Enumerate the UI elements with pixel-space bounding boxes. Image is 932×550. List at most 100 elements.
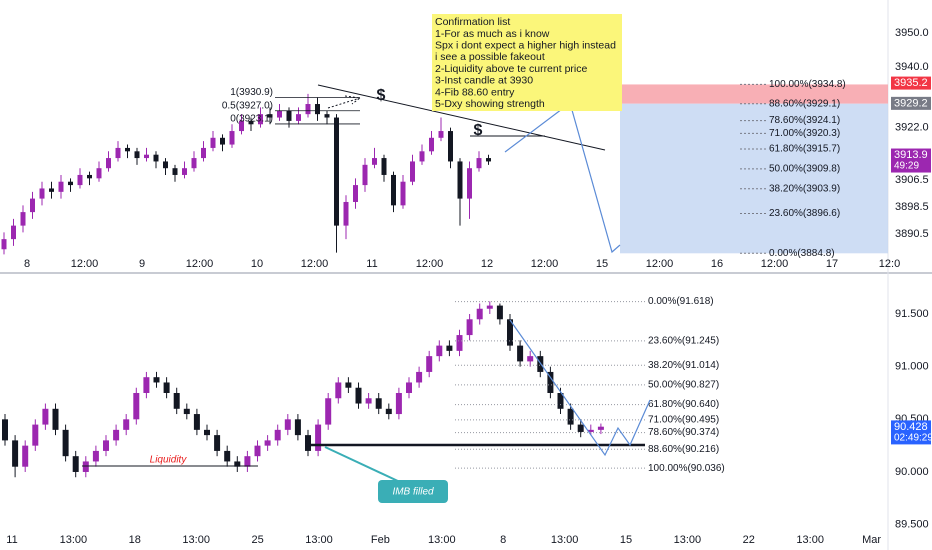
x-tick-label: 22	[743, 534, 755, 546]
x-tick-label: 13:00	[305, 534, 333, 546]
candle-body	[39, 188, 45, 199]
candle-body	[72, 456, 79, 472]
fib-label: 71.00%(3920.3)	[769, 128, 840, 139]
candle-body	[467, 168, 472, 199]
candle-body	[476, 308, 483, 320]
stop-zone	[620, 84, 888, 104]
candle-body	[557, 392, 564, 409]
candle-body	[183, 408, 190, 415]
price-tag	[891, 148, 931, 173]
candle-body	[239, 120, 244, 132]
candle-body	[193, 414, 200, 430]
candle-body	[325, 398, 332, 425]
y-tick-label: 3922.0	[895, 122, 929, 134]
candle-body	[375, 398, 382, 409]
candle-body	[30, 198, 35, 213]
candle-body	[315, 424, 322, 451]
candle-body	[214, 435, 221, 451]
candle-body	[335, 382, 342, 399]
candle-body	[436, 345, 443, 357]
note-line: Spx i dont expect a higher high instead	[435, 39, 616, 51]
note-title: Confirmation list	[435, 16, 510, 28]
note-line: 1-For as much as i know	[435, 28, 550, 40]
candle-body	[133, 392, 140, 420]
candle-body	[507, 319, 513, 346]
x-tick-label: 17	[826, 258, 838, 270]
candle-body	[446, 345, 453, 351]
candle-body	[476, 158, 482, 169]
note-line: 5-Dxy showing strength	[435, 98, 545, 110]
candle-body	[224, 450, 231, 462]
fib-label: 88.60%(3929.1)	[769, 98, 840, 109]
x-tick-label: 15	[596, 258, 608, 270]
y-tick-label: 3898.5	[895, 201, 929, 213]
candle-body	[416, 371, 423, 383]
candle-body	[49, 188, 54, 192]
candle-body	[201, 147, 206, 159]
countdown: 02:49:29	[894, 433, 932, 444]
fib-label: 38.20%(3903.9)	[769, 183, 840, 194]
candle-body	[406, 382, 412, 393]
candle-body	[229, 131, 235, 145]
candle-body	[264, 440, 271, 446]
target-zone	[620, 103, 888, 254]
y-tick-label: 3950.0	[895, 27, 929, 39]
candle-body	[577, 424, 584, 432]
candle-body	[362, 164, 368, 186]
candle-body	[254, 445, 261, 457]
candle-body	[113, 429, 120, 441]
x-tick-label: Mar	[862, 534, 881, 546]
x-tick-label: 11	[366, 258, 377, 270]
candle-body	[234, 461, 241, 467]
note-line: 2-Liquidity above te current price	[435, 63, 587, 75]
x-tick-label: 13:00	[60, 534, 88, 546]
countdown: 49:29	[894, 161, 919, 172]
candle-body	[58, 181, 64, 192]
y-tick-label: 91.000	[895, 361, 929, 373]
candle-body	[143, 377, 150, 393]
fib-label: 100.00%(90.036)	[648, 463, 725, 474]
candle-body	[294, 419, 301, 436]
candle-body	[365, 398, 372, 404]
candle-body	[77, 174, 83, 186]
candle-body	[267, 114, 273, 118]
y-tick-label: 3906.5	[895, 174, 929, 186]
x-tick-label: 12:00	[71, 258, 99, 270]
x-tick-label: 12:00	[301, 258, 329, 270]
price-tag-label: 3913.9	[894, 149, 928, 161]
candle-body	[305, 104, 311, 115]
candle-body	[153, 154, 159, 162]
fib-label: 78.60%(3924.1)	[769, 115, 840, 126]
x-tick-label: 13:00	[428, 534, 456, 546]
small-fib-label: 1(3930.9)	[230, 87, 273, 98]
x-tick-label: 13:00	[551, 534, 579, 546]
top-pane: 3950.0 3940.0 3922.0 3906.5 3898.5 3890.5 8 12:…	[1, 14, 931, 270]
candle-body	[419, 151, 425, 162]
candle-body	[106, 158, 111, 169]
candle-body	[587, 429, 594, 432]
candle-body	[457, 161, 463, 199]
candle-body	[144, 154, 149, 159]
candle-body	[567, 408, 574, 425]
dollar-marker: $	[377, 87, 386, 104]
candle-body	[244, 456, 251, 467]
fib-label: 61.80%(90.640)	[648, 399, 719, 410]
small-fib-label: 0.5(3927.0)	[222, 100, 273, 111]
candle-body	[32, 424, 39, 446]
candle-body	[12, 440, 19, 467]
candle-body	[1, 239, 7, 250]
candle-body	[11, 225, 16, 240]
candle-body	[345, 382, 352, 388]
x-tick-label: 12:00	[186, 258, 214, 270]
x-tick-label: 13:00	[796, 534, 824, 546]
candle-body	[438, 131, 444, 138]
candle-body	[334, 117, 339, 226]
x-tick-label: Feb	[371, 534, 390, 546]
candle-body	[82, 461, 89, 472]
fib-label: 88.60%(90.216)	[648, 444, 719, 455]
candle-body	[274, 429, 281, 441]
candle-body	[400, 181, 406, 206]
candle-body	[115, 147, 121, 159]
x-tick-label: 16	[711, 258, 723, 270]
